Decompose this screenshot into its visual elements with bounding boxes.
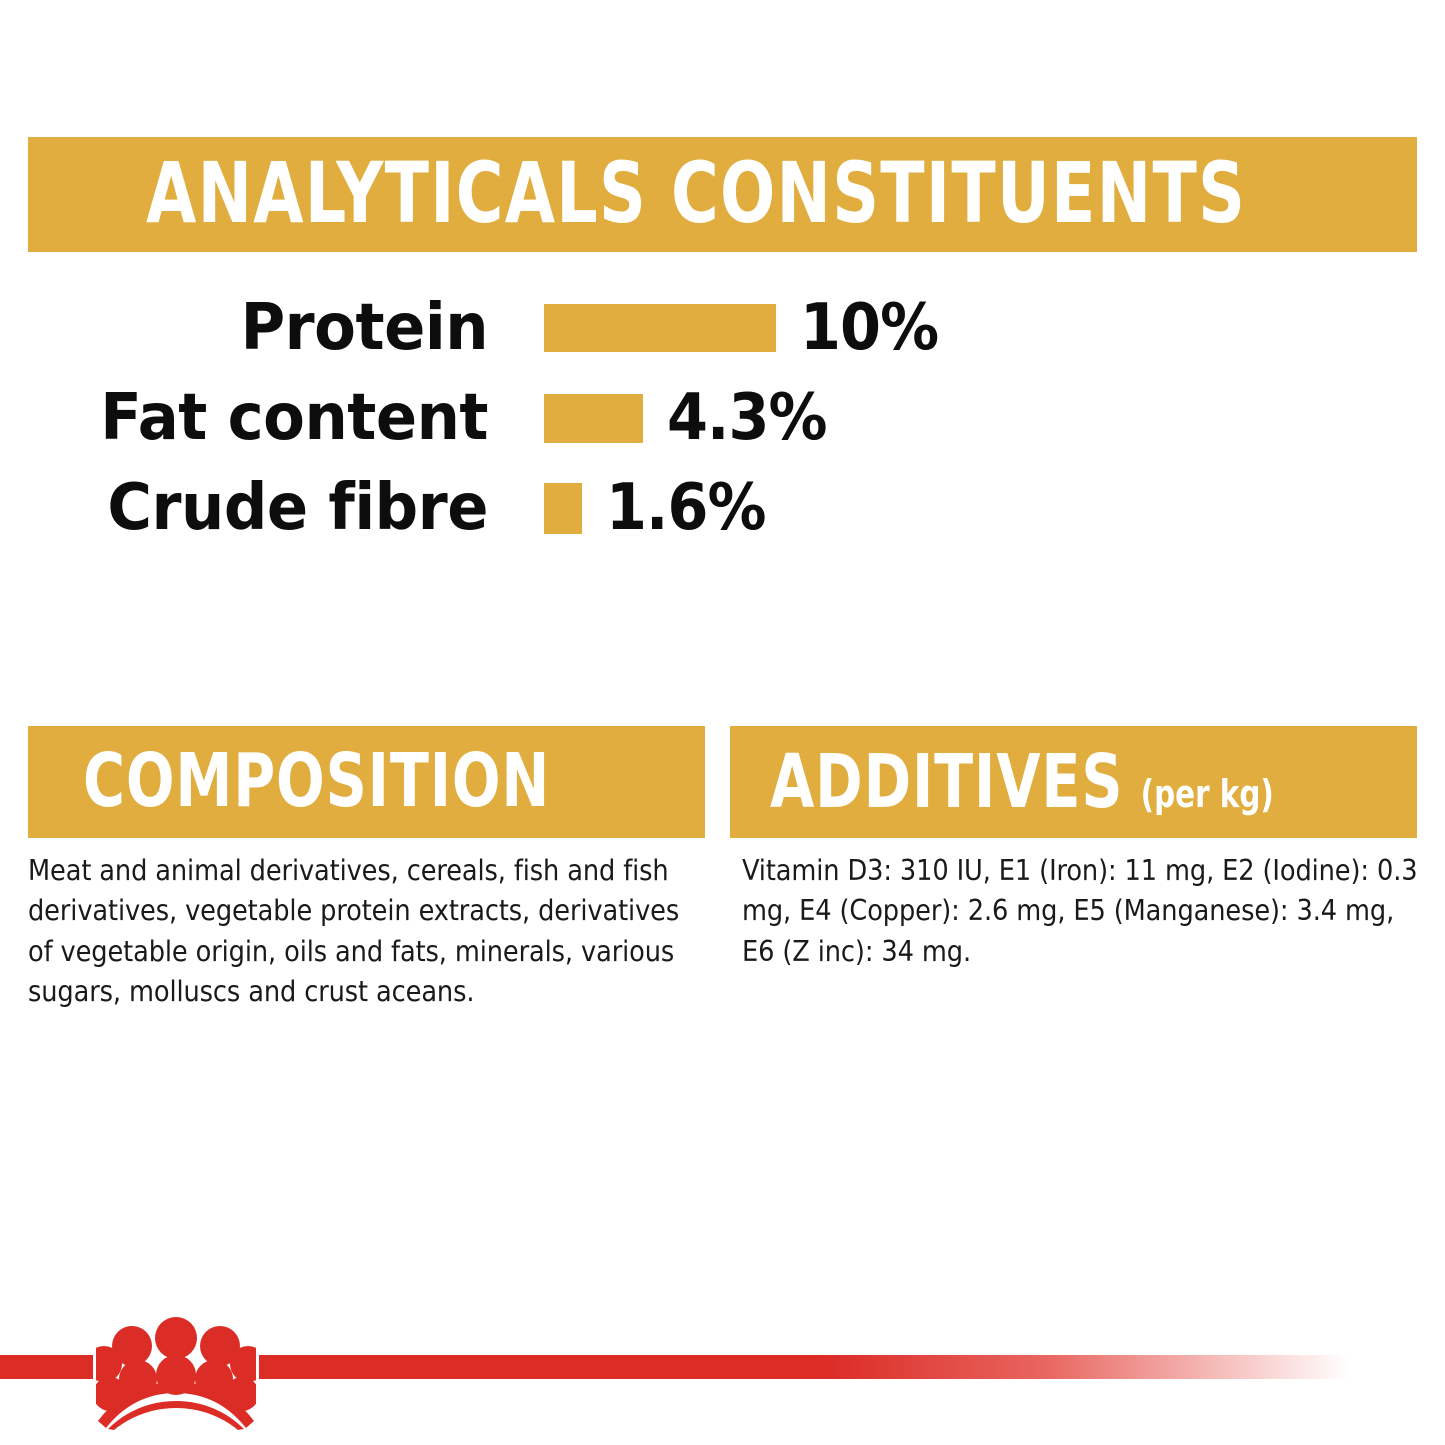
- chart-bar-crude-fibre: [544, 482, 582, 534]
- additives-title: ADDITIVES: [770, 739, 1124, 825]
- analyticals-constituents-title: ANALYTICALS CONSTITUENTS: [146, 144, 1247, 242]
- chart-value-protein: 10%: [800, 291, 939, 365]
- chart-row-fat-content: Fat content 4.3%: [0, 378, 1445, 458]
- composition-title: COMPOSITION: [83, 738, 551, 824]
- chart-value-crude-fibre: 1.6%: [606, 471, 767, 545]
- chart-bar-protein: [544, 304, 776, 352]
- analyticals-constituents-banner: ANALYTICALS CONSTITUENTS: [28, 137, 1417, 252]
- chart-bar-fat-content: [544, 393, 643, 443]
- additives-body-text: Vitamin D3: 310 IU, E1 (Iron): 11 mg, E2…: [742, 854, 1418, 968]
- composition-banner: COMPOSITION: [28, 726, 705, 838]
- additives-title-row: ADDITIVES (per kg): [770, 745, 1274, 819]
- footer-rule-right: [259, 1355, 1349, 1379]
- chart-label-protein: Protein: [240, 291, 489, 365]
- chart-label-crude-fibre: Crude fibre: [107, 471, 488, 545]
- chart-label-fat-content: Fat content: [100, 381, 488, 455]
- chart-bar-group-fat-content: 4.3%: [544, 386, 841, 450]
- composition-body-text: Meat and animal derivatives, cereals, fi…: [28, 854, 680, 1009]
- analyticals-constituents-chart: Protein 10% Fat content 4.3% Crude fibre…: [0, 288, 1445, 558]
- chart-bar-group-protein: 10%: [544, 296, 950, 360]
- footer: [0, 1300, 1445, 1445]
- chart-bar-group-crude-fibre: 1.6%: [544, 476, 780, 540]
- chart-value-fat-content: 4.3%: [667, 381, 828, 455]
- chart-row-crude-fibre: Crude fibre 1.6%: [0, 468, 1445, 548]
- footer-rule-left: [0, 1355, 93, 1379]
- royal-canin-crown-logo: [96, 1317, 256, 1430]
- chart-row-protein: Protein 10%: [0, 288, 1445, 368]
- additives-subtitle: (per kg): [1140, 772, 1274, 816]
- additives-banner: ADDITIVES (per kg): [730, 726, 1417, 838]
